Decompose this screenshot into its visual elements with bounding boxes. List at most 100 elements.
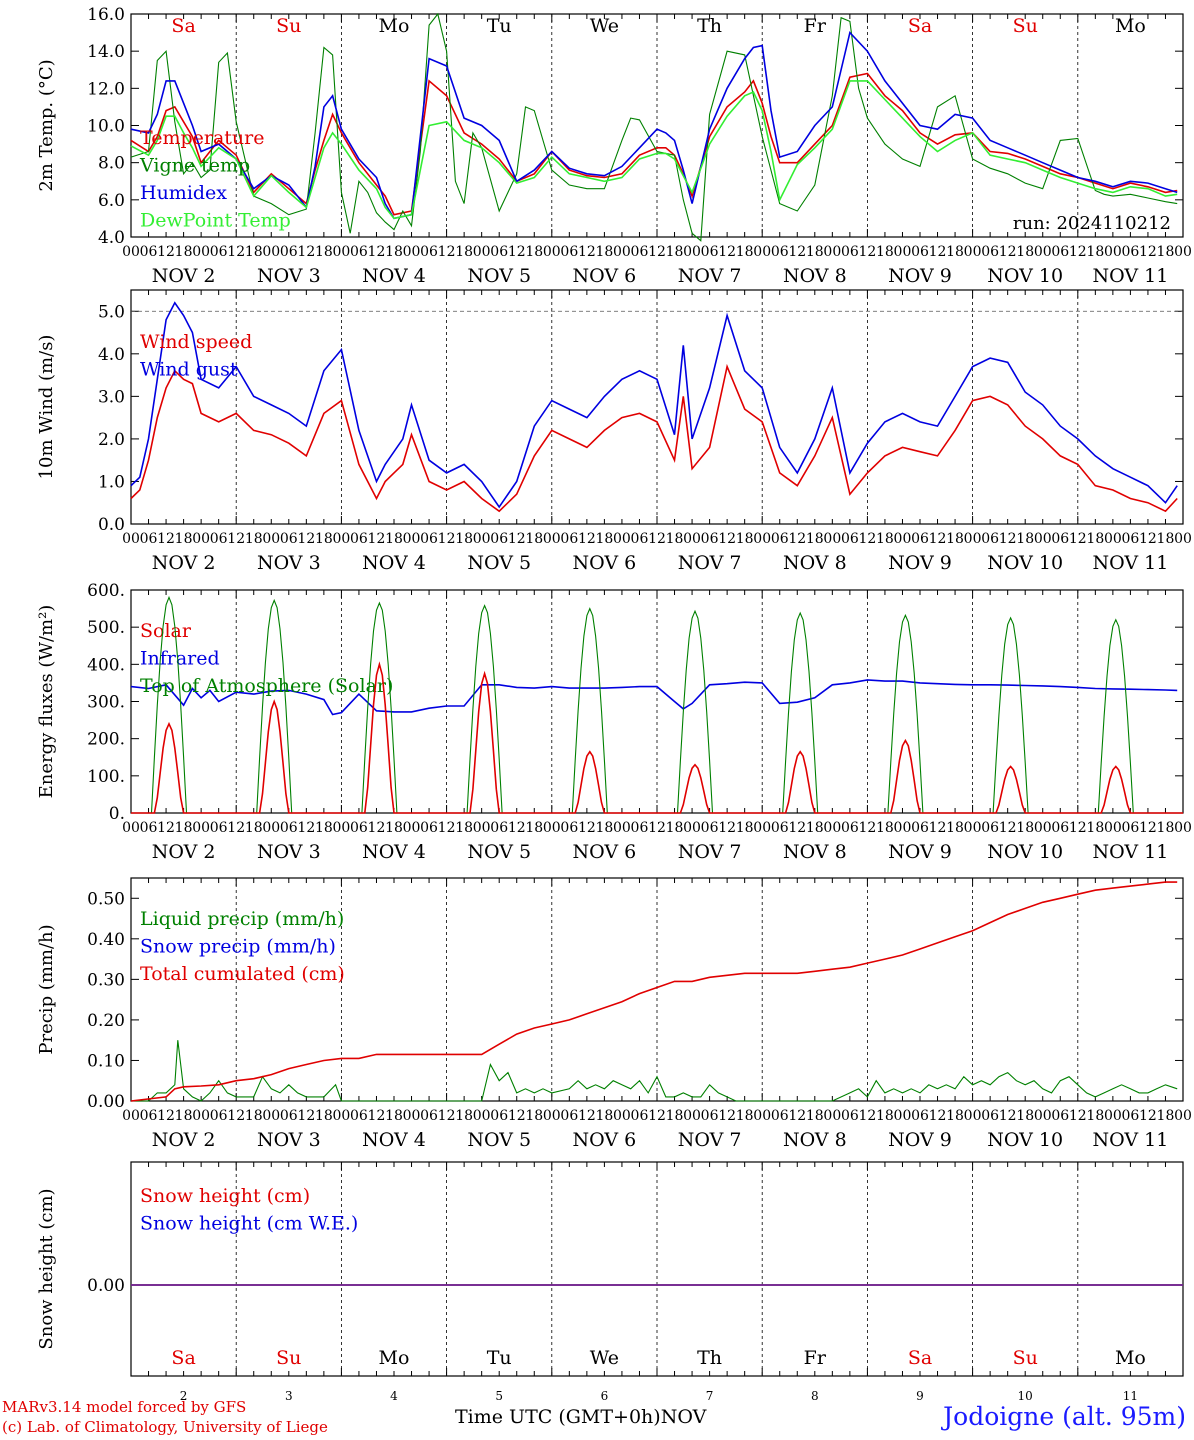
legend-entry: Wind gust [140,359,238,381]
run-label: run: 2024110212 [1013,213,1171,234]
day-number: 7 [706,1389,714,1403]
hour-label: 00 [403,244,421,260]
date-label: NOV 10 [987,265,1063,287]
weekday-label: Tu [487,1347,512,1369]
hour-label: 06 [210,531,228,547]
weekday-label: Su [276,15,301,37]
hour-label: 06 [490,1108,508,1124]
hour-label: 12 [157,820,175,836]
day-number: 9 [916,1389,924,1403]
y-axis-label: Energy fluxes (W/m²) [36,605,57,799]
hour-label: 18 [595,1108,613,1124]
hour-label: 18 [876,1108,894,1124]
hour-label: 18 [525,820,543,836]
hour-label: 00 [753,244,771,260]
legend-entry: Top of Atmosphere (Solar) [140,675,393,697]
hour-label: 06 [420,244,438,260]
hour-label: 06 [701,820,719,836]
hour-label: 18 [175,1108,193,1124]
hour-label: 06 [210,1108,228,1124]
hour-label: 06 [981,244,999,260]
hour-label: 18 [525,531,543,547]
hour-label: 18 [876,531,894,547]
hour-label: 12 [368,820,386,836]
hour-label: 00 [122,820,140,836]
series-line-vigne-temp [130,12,1178,242]
date-label: NOV 8 [783,1129,847,1151]
hour-label: 12 [297,244,315,260]
date-label: NOV 8 [783,265,847,287]
y-tick-label: 100. [87,767,125,787]
date-label: NOV 2 [152,1129,216,1151]
hour-label: 06 [280,1108,298,1124]
hour-label: 00 [473,244,491,260]
hour-label: 18 [385,1108,403,1124]
y-axis-label: Precip (mm/h) [36,924,57,1054]
hour-label: 12 [1069,531,1087,547]
date-label: NOV 6 [573,265,637,287]
hour-label: 06 [280,531,298,547]
hour-label: 00 [473,820,491,836]
hour-label: 12 [929,1108,947,1124]
hour-label: 18 [1016,820,1034,836]
y-tick-label: 0.20 [87,1011,125,1031]
date-label: NOV 2 [152,265,216,287]
hour-label: 06 [350,1108,368,1124]
weekday-label: We [590,1347,619,1369]
hour-label: 18 [1016,1108,1034,1124]
date-label: NOV 10 [987,552,1063,574]
hour-label: 00 [823,820,841,836]
hour-label: 00 [332,1108,350,1124]
hour-label: 18 [1086,820,1104,836]
date-label: NOV 8 [783,841,847,863]
hour-label: 00 [262,531,280,547]
hour-label: 18 [1157,244,1175,260]
hour-label: 06 [210,820,228,836]
hour-label: 12 [858,1108,876,1124]
hour-label: 00 [1034,244,1052,260]
date-label: NOV 6 [573,552,637,574]
hour-label: 18 [385,244,403,260]
hour-label: 12 [368,244,386,260]
y-tick-label: 0.50 [87,889,125,909]
y-tick-label: 16.0 [87,5,125,25]
y-axis-label: 10m Wind (m/s) [36,335,57,480]
weekday-label: Su [276,1347,301,1369]
hour-label: 18 [736,820,754,836]
hour-label: 06 [1121,244,1139,260]
hour-label: 06 [420,1108,438,1124]
hour-label: 00 [823,244,841,260]
hour-label: 18 [946,531,964,547]
date-label: NOV 7 [678,552,742,574]
hour-label: 12 [1069,820,1087,836]
hour-label: 06 [841,820,859,836]
y-tick-label: 12.0 [87,79,125,99]
y-tick-label: 0. [109,804,125,824]
hour-label: 18 [245,820,263,836]
hour-label: 18 [806,820,824,836]
hour-label: 12 [788,1108,806,1124]
hour-label: 12 [1069,244,1087,260]
weekday-label: Mo [1115,15,1146,37]
hour-label: 06 [981,820,999,836]
hour-label: 18 [666,820,684,836]
hour-label: 18 [946,820,964,836]
date-label: NOV 4 [362,1129,426,1151]
hour-label: 00 [1104,244,1122,260]
hour-label: 12 [438,820,456,836]
hour-label: 12 [788,244,806,260]
series-line-infrared [130,679,1178,716]
hour-label: 06 [911,1108,929,1124]
date-label: NOV 10 [987,1129,1063,1151]
date-label: NOV 6 [573,841,637,863]
weekday-label: Su [1013,1347,1038,1369]
hour-label: 12 [718,531,736,547]
series-line-total-cumulated-cm- [130,881,1178,1102]
hour-label: 06 [771,244,789,260]
hour-label: 12 [929,244,947,260]
hour-label: 12 [648,244,666,260]
hour-label: 18 [876,244,894,260]
hour-label: 06 [140,820,158,836]
hour-label: 12 [297,820,315,836]
